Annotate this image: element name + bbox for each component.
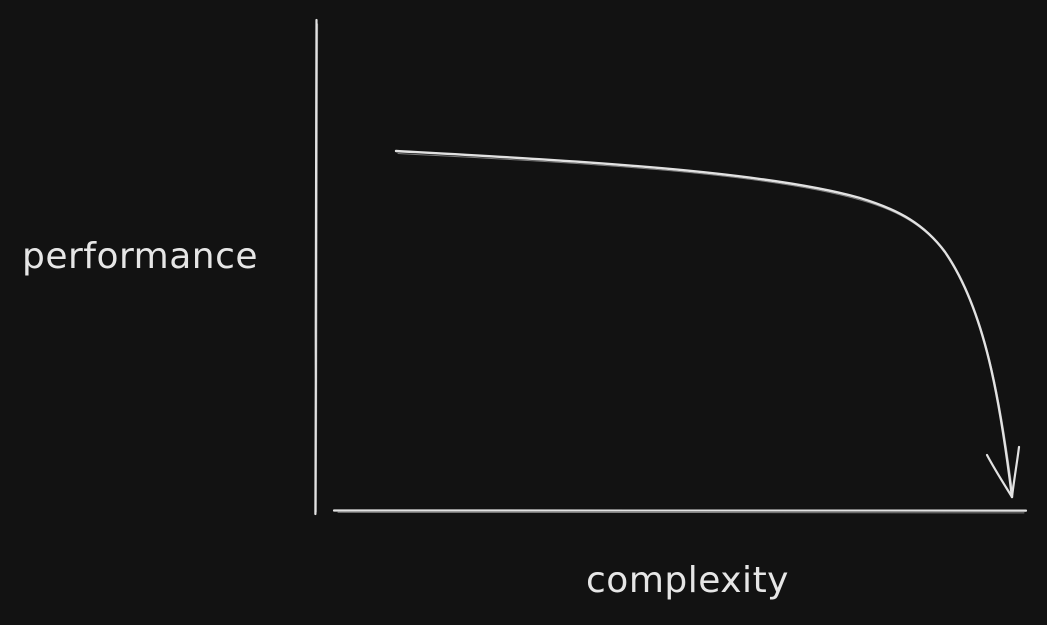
- y-axis-label: performance: [22, 236, 258, 277]
- x-axis-label: complexity: [586, 560, 789, 601]
- performance-curve: [394, 149, 1014, 499]
- curve-arrowhead: [985, 445, 1021, 499]
- y-axis: [314, 18, 319, 516]
- x-axis: [332, 508, 1028, 514]
